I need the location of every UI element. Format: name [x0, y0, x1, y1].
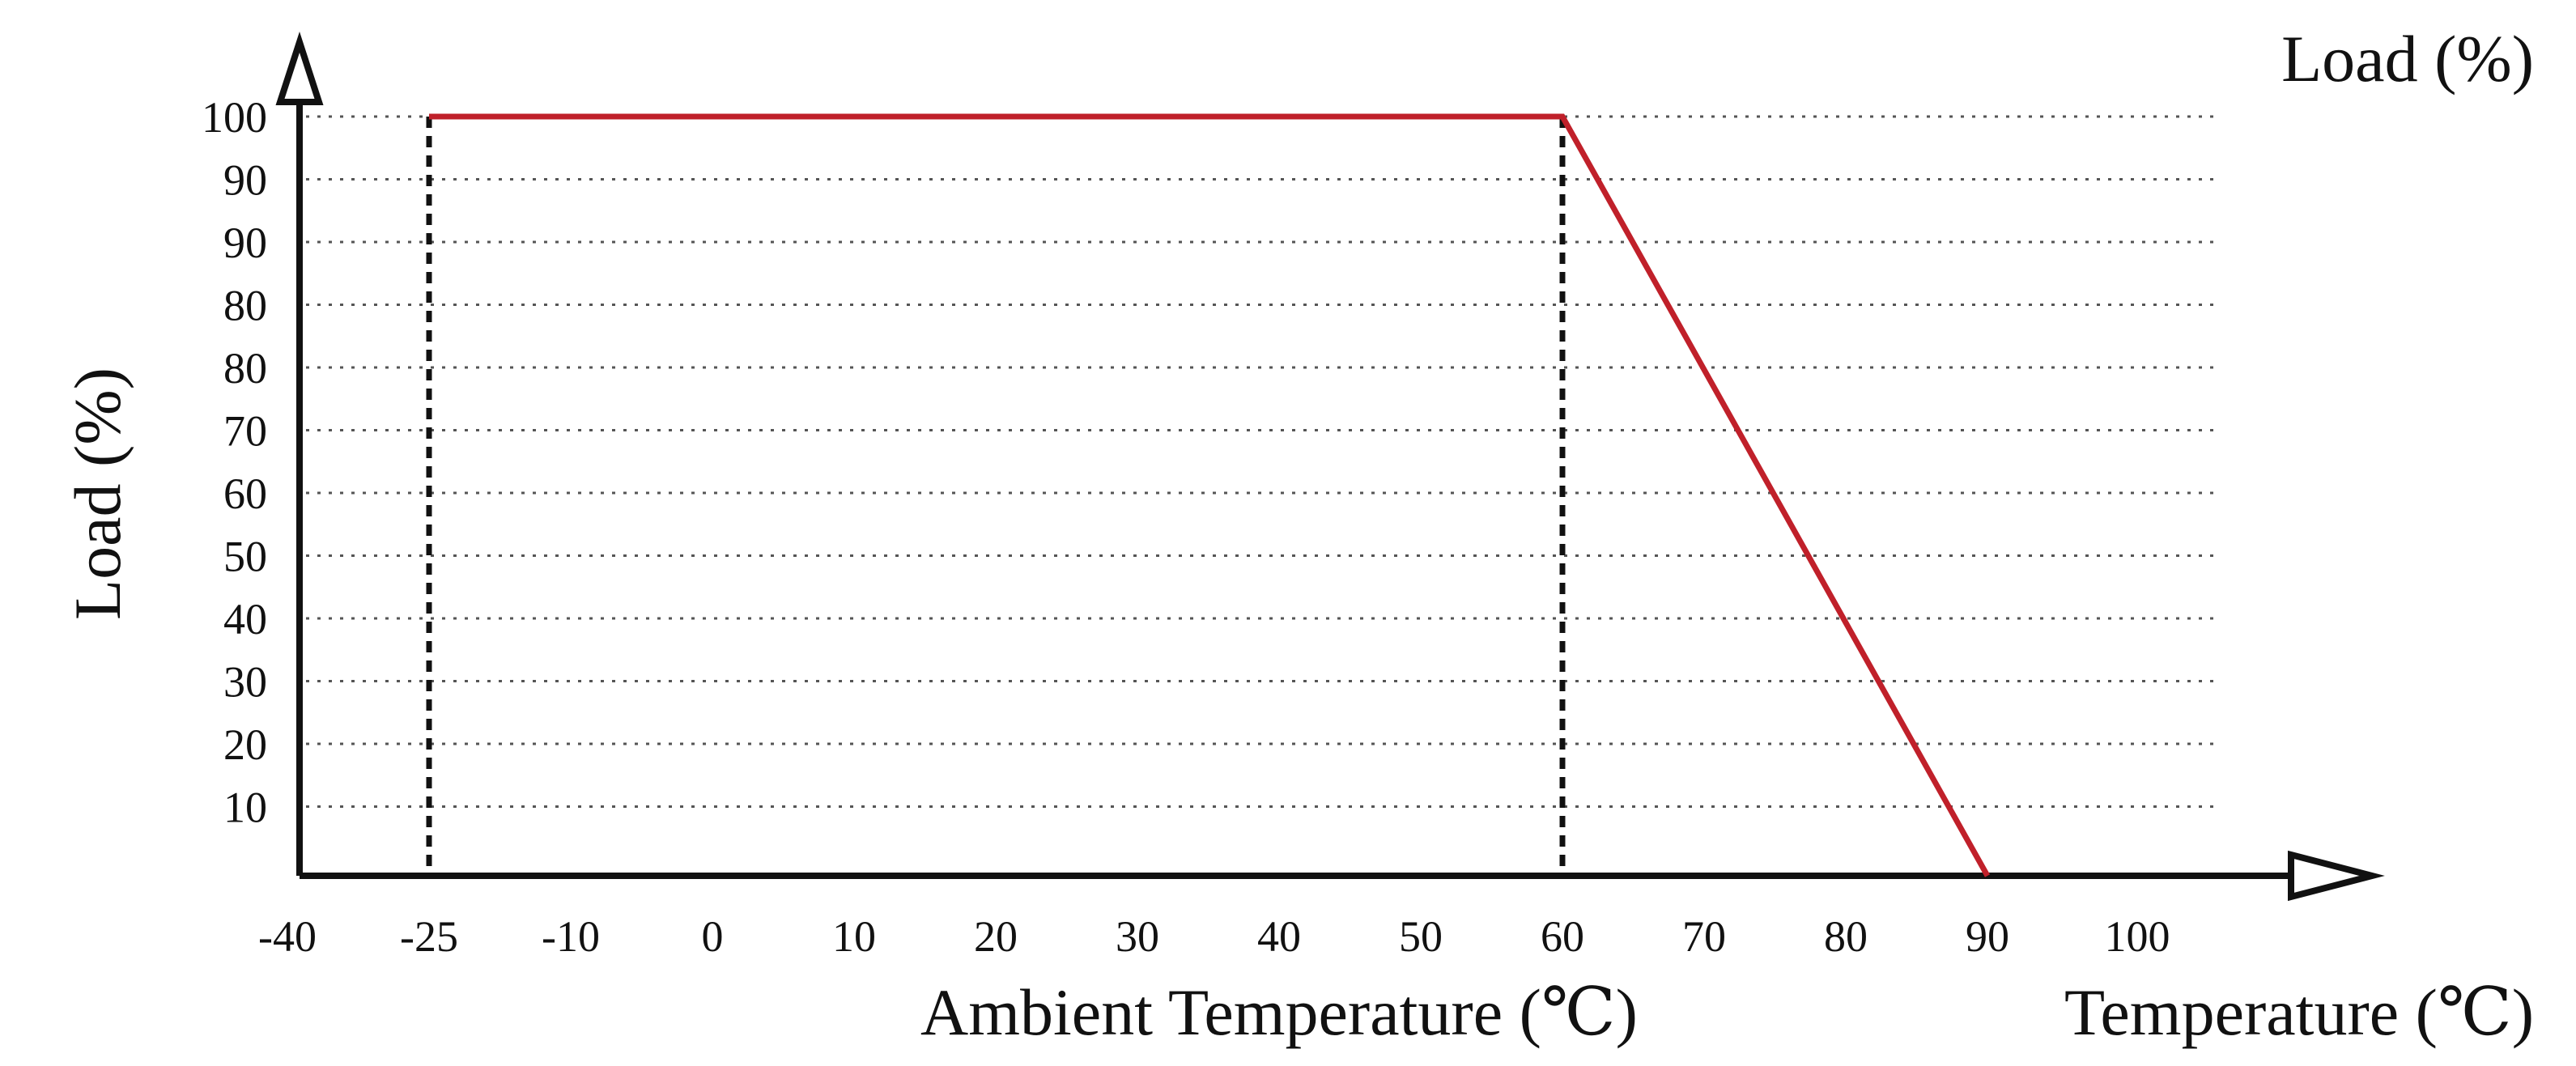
- axes: [275, 32, 2385, 902]
- x-tick-label: 10: [832, 912, 876, 961]
- y-axis-end-label: Load (%): [2281, 22, 2534, 96]
- series-line: [429, 113, 1991, 877]
- y-axis-label: Load (%): [61, 367, 134, 620]
- y-tick-label: 100: [202, 93, 267, 142]
- x-tick-label: 80: [1824, 912, 1868, 961]
- y-tick-label: 90: [223, 156, 267, 205]
- y-tick-label: 80: [223, 282, 267, 330]
- y-tick-label: 30: [223, 658, 267, 707]
- y-tick-label: 10: [223, 784, 267, 832]
- x-axis-end-label: Temperature (℃): [2064, 975, 2534, 1049]
- y-tick-label: 90: [223, 219, 267, 267]
- y-tick-label: 50: [223, 533, 267, 581]
- x-tick-labels: -40 -25 -10 0 10 20 30 40 50 60 70 80 90 100: [258, 912, 2170, 961]
- x-axis-label: Ambient Temperature (℃): [920, 975, 1638, 1049]
- y-tick-label: 60: [223, 469, 267, 518]
- x-tick-label: 30: [1116, 912, 1159, 961]
- x-tick-label: 60: [1541, 912, 1584, 961]
- reference-lines: [426, 117, 1566, 876]
- x-tick-label: -10: [542, 912, 600, 961]
- x-tick-label: 20: [974, 912, 1018, 961]
- x-tick-label: 100: [2105, 912, 2170, 961]
- gridlines: [306, 115, 2218, 808]
- series-group: [429, 113, 1991, 877]
- x-tick-label: -25: [400, 912, 458, 961]
- x-axis-arrow-icon: [2288, 850, 2385, 902]
- y-tick-label: 20: [223, 720, 267, 769]
- x-tick-label: 0: [702, 912, 724, 961]
- x-tick-label: 70: [1682, 912, 1726, 961]
- x-tick-label: 40: [1257, 912, 1301, 961]
- y-tick-labels: 100 90 90 80 80 70 60 50 40 30 20 10: [202, 93, 267, 832]
- y-tick-label: 80: [223, 344, 267, 393]
- x-tick-label: 50: [1399, 912, 1443, 961]
- y-tick-label: 70: [223, 407, 267, 456]
- x-tick-label: 90: [1966, 912, 2009, 961]
- y-tick-label: 40: [223, 595, 267, 643]
- y-axis-arrow-icon: [275, 32, 324, 105]
- x-tick-label: -40: [258, 912, 317, 961]
